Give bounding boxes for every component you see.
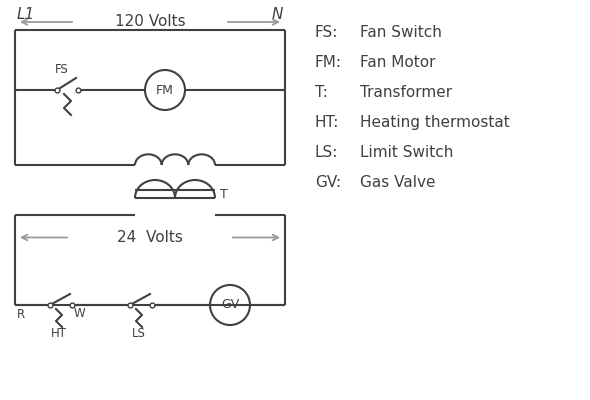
Text: 24  Volts: 24 Volts [117,230,183,245]
Text: FM: FM [156,84,174,96]
Text: HT: HT [51,327,67,340]
Text: FS:: FS: [315,25,339,40]
Text: W: W [74,307,86,320]
Text: Limit Switch: Limit Switch [360,145,453,160]
Text: FM:: FM: [315,55,342,70]
Text: Heating thermostat: Heating thermostat [360,115,510,130]
Text: Transformer: Transformer [360,85,452,100]
Text: T:: T: [315,85,328,100]
Text: N: N [271,7,283,22]
Text: LS:: LS: [315,145,339,160]
Text: Fan Switch: Fan Switch [360,25,442,40]
Text: Gas Valve: Gas Valve [360,175,435,190]
Text: LS: LS [132,327,146,340]
Text: GV: GV [221,298,239,312]
Text: HT:: HT: [315,115,339,130]
Text: GV:: GV: [315,175,341,190]
Text: Fan Motor: Fan Motor [360,55,435,70]
Text: L1: L1 [17,7,35,22]
Text: R: R [17,308,25,321]
Text: 120 Volts: 120 Volts [114,14,185,30]
Text: T: T [220,188,228,200]
Text: FS: FS [55,63,69,76]
